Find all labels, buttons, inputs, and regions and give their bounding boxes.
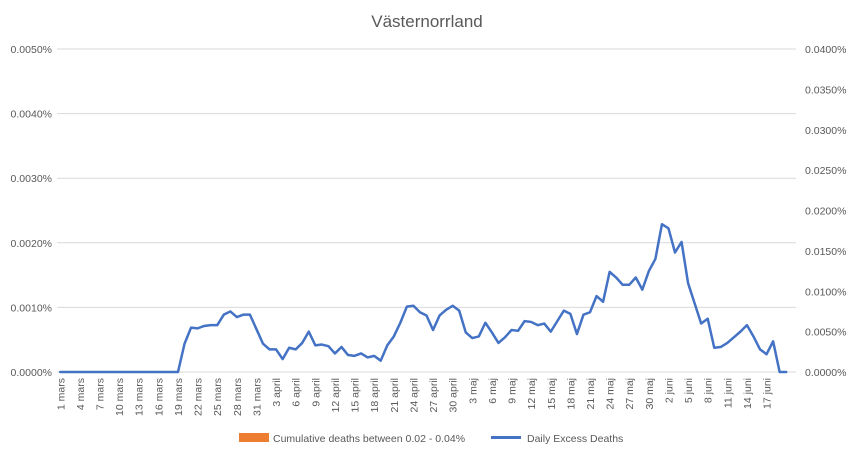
chart-title: Västernorrland [371,12,483,31]
y-left-tick-label: 0.0000% [11,367,52,379]
y-right-tick-label: 0.0200% [805,206,846,218]
y-left-tick-label: 0.0040% [11,109,52,121]
x-tick-label: 7 mars [95,378,107,410]
y-left-tick-label: 0.0030% [11,173,52,185]
x-tick-label: 10 mars [114,378,126,416]
x-tick-label: 2 juni [663,378,675,403]
x-tick-label: 24 maj [605,378,617,410]
x-tick-label: 14 juni [742,378,754,409]
x-tick-label: 9 maj [507,378,519,404]
x-tick-label: 13 mars [134,378,146,416]
x-tick-label: 21 april [389,378,401,412]
x-tick-label: 31 mars [251,378,263,416]
x-tick-label: 11 juni [722,378,734,408]
legend: Cumulative deaths between 0.02 - 0.04% D… [239,433,623,445]
y-right-tick-label: 0.0400% [805,44,846,56]
grid-layer [57,48,796,373]
x-tick-label: 4 mars [75,378,87,410]
y-left-tick-label: 0.0050% [11,44,52,56]
y-left-tick-label: 0.0010% [11,302,52,314]
x-tick-label: 3 maj [467,378,479,404]
x-tick-label: 22 mars [193,378,205,416]
x-tick-label: 6 maj [487,378,499,404]
legend-label-line: Daily Excess Deaths [527,433,623,445]
x-tick-label: 6 april [291,378,303,407]
y-right-tick-label: 0.0050% [805,327,846,339]
x-tick-label: 3 april [271,378,283,407]
y-right-tick-label: 0.0250% [805,165,846,177]
y-axis-left: 0.0000% 0.0010% 0.0020% 0.0030% 0.0040% 0.005… [11,44,52,379]
legend-swatch-band [239,433,269,442]
x-tick-label: 21 maj [585,378,597,410]
x-tick-label: 30 april [448,378,460,412]
x-tick-label: 12 maj [526,378,538,410]
x-tick-label: 8 juni [703,378,715,403]
x-tick-label: 18 maj [565,378,577,410]
y-right-tick-label: 0.0150% [805,246,846,258]
x-tick-label: 30 maj [644,378,656,410]
x-tick-label: 1 mars [55,378,67,410]
x-tick-label: 24 april [408,378,420,412]
x-tick-label: 25 mars [212,378,224,416]
y-right-tick-label: 0.0100% [805,286,846,298]
x-tick-label: 15 maj [546,378,558,410]
x-axis: 1 mars 4 mars 7 mars 10 mars 13 mars 16 mars 1… [55,378,773,416]
y-right-tick-label: 0.0000% [805,367,846,379]
series-line-daily-excess-deaths [59,222,788,374]
line-layer [59,222,788,374]
x-tick-label: 27 april [428,378,440,412]
x-tick-label: 16 mars [153,378,165,416]
y-left-tick-label: 0.0020% [11,238,52,250]
y-axis-right: 0.0000% 0.0050% 0.0100% 0.0150% 0.0200% 0.025… [805,44,846,379]
x-tick-label: 18 april [369,378,381,412]
y-right-tick-label: 0.0350% [805,84,846,96]
x-tick-label: 17 juni [762,378,774,409]
y-right-tick-label: 0.0300% [805,125,846,137]
x-tick-label: 15 april [350,378,362,412]
x-tick-label: 19 mars [173,378,185,416]
x-tick-label: 27 maj [624,378,636,410]
legend-label-band: Cumulative deaths between 0.02 - 0.04% [273,433,465,445]
x-tick-label: 5 juni [683,378,695,403]
x-tick-label: 12 april [330,378,342,412]
x-tick-label: 9 april [310,378,322,407]
x-tick-label: 28 mars [232,378,244,416]
